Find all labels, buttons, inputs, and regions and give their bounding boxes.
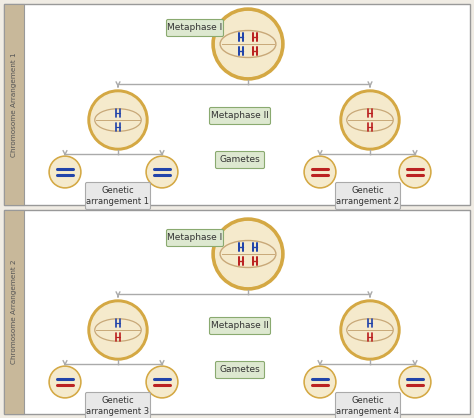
Circle shape	[88, 90, 148, 150]
FancyBboxPatch shape	[216, 362, 264, 379]
Circle shape	[51, 158, 80, 186]
Circle shape	[91, 93, 145, 147]
Circle shape	[49, 156, 81, 188]
Circle shape	[212, 218, 284, 290]
FancyBboxPatch shape	[216, 151, 264, 168]
Bar	[4, 210, 470, 414]
Circle shape	[343, 93, 397, 147]
Circle shape	[91, 303, 145, 357]
Text: Genetic
arrangement 1: Genetic arrangement 1	[86, 186, 149, 206]
Text: Metaphase II: Metaphase II	[211, 321, 269, 331]
Circle shape	[216, 12, 281, 76]
Text: Metaphase I: Metaphase I	[167, 23, 223, 33]
Text: Genetic
arrangement 3: Genetic arrangement 3	[86, 396, 150, 415]
FancyBboxPatch shape	[166, 20, 224, 36]
Circle shape	[401, 367, 429, 396]
Circle shape	[399, 156, 431, 188]
Circle shape	[340, 300, 400, 360]
Circle shape	[146, 366, 178, 398]
FancyBboxPatch shape	[85, 183, 151, 209]
Circle shape	[304, 156, 336, 188]
FancyBboxPatch shape	[210, 107, 271, 125]
Circle shape	[147, 367, 176, 396]
Bar	[4, 4, 24, 205]
Text: Genetic
arrangement 4: Genetic arrangement 4	[337, 396, 400, 415]
Circle shape	[343, 303, 397, 357]
FancyBboxPatch shape	[336, 393, 401, 418]
Circle shape	[49, 366, 81, 398]
Text: Gametes: Gametes	[219, 155, 260, 165]
Circle shape	[399, 366, 431, 398]
FancyBboxPatch shape	[336, 183, 401, 209]
Text: Metaphase II: Metaphase II	[211, 112, 269, 120]
Text: Chromosome Arrangement 1: Chromosome Arrangement 1	[11, 52, 17, 157]
FancyBboxPatch shape	[166, 229, 224, 247]
Circle shape	[306, 158, 334, 186]
Circle shape	[51, 367, 80, 396]
Bar	[4, 210, 24, 414]
Circle shape	[216, 222, 281, 286]
Text: Chromosome Arrangement 2: Chromosome Arrangement 2	[11, 260, 17, 364]
Circle shape	[306, 367, 334, 396]
Text: Gametes: Gametes	[219, 365, 260, 375]
Circle shape	[88, 300, 148, 360]
FancyBboxPatch shape	[85, 393, 151, 418]
Bar	[4, 4, 470, 205]
FancyBboxPatch shape	[210, 318, 271, 334]
Text: Metaphase I: Metaphase I	[167, 234, 223, 242]
Text: Genetic
arrangement 2: Genetic arrangement 2	[337, 186, 400, 206]
Circle shape	[212, 8, 284, 80]
Circle shape	[340, 90, 400, 150]
Circle shape	[304, 366, 336, 398]
Circle shape	[146, 156, 178, 188]
Circle shape	[147, 158, 176, 186]
Circle shape	[401, 158, 429, 186]
